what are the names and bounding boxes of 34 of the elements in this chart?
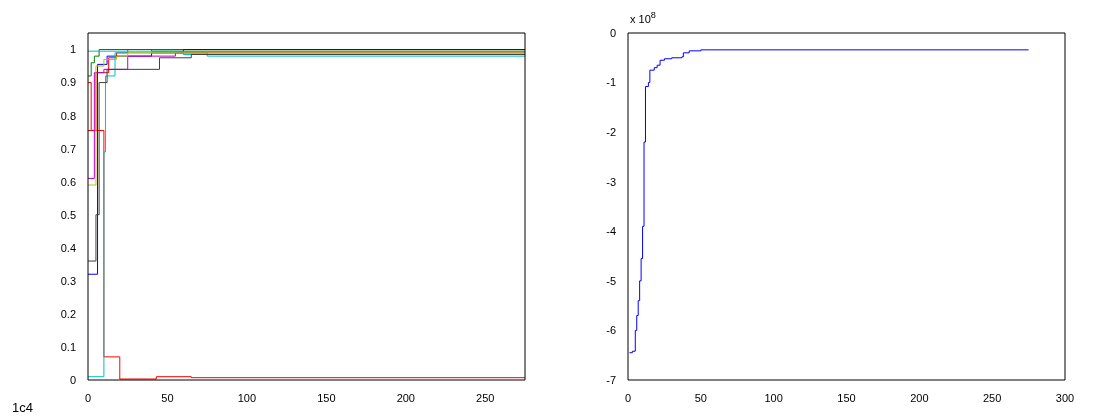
x-tick-label: 200 <box>396 391 415 404</box>
x-tick-label: 250 <box>476 391 495 404</box>
y-tick-label: -2 <box>606 126 616 139</box>
text: 1c4 <box>12 400 33 415</box>
y-tick-label: 1 <box>69 43 76 56</box>
x-tick-label: 0 <box>624 391 632 404</box>
x-tick-label: 300 <box>1055 391 1075 404</box>
y-tick-label: 0.4 <box>60 241 76 254</box>
x-tick-label: 200 <box>910 391 929 404</box>
x-tick-label: 50 <box>161 391 174 404</box>
y-tick-label: -4 <box>606 225 616 238</box>
y-tick-label: -5 <box>606 274 616 287</box>
y-tick-label: 0 <box>609 26 616 39</box>
x-tick-label: 150 <box>837 391 856 404</box>
x-tick-label: 50 <box>694 391 707 404</box>
y-tick-label: 0.7 <box>60 142 76 155</box>
y-tick-label: -1 <box>606 76 616 89</box>
y-tick-label: 0.9 <box>60 76 76 89</box>
x-tick-label: 250 <box>982 391 1002 404</box>
y-tick-label: 0.5 <box>60 208 76 221</box>
y-tick-label: 0.8 <box>60 109 76 122</box>
x-tick-label: 0 <box>84 391 92 404</box>
y-tick-label: -3 <box>606 175 616 188</box>
x-tick-label: 100 <box>764 391 783 404</box>
y-tick-label: 0.6 <box>60 175 76 188</box>
x-tick-label: 150 <box>317 391 336 404</box>
y-tick-label: 0 <box>69 373 76 386</box>
y-tick-label: 0.1 <box>60 340 76 353</box>
y-tick-label: -6 <box>606 324 616 337</box>
x-tick-label: 100 <box>237 391 257 404</box>
text: x 10$^{8}$ <box>630 10 656 25</box>
y-tick-label: -7 <box>606 373 616 386</box>
y-tick-label: 0.2 <box>60 307 76 320</box>
y-tick-label: 0.3 <box>60 274 76 287</box>
